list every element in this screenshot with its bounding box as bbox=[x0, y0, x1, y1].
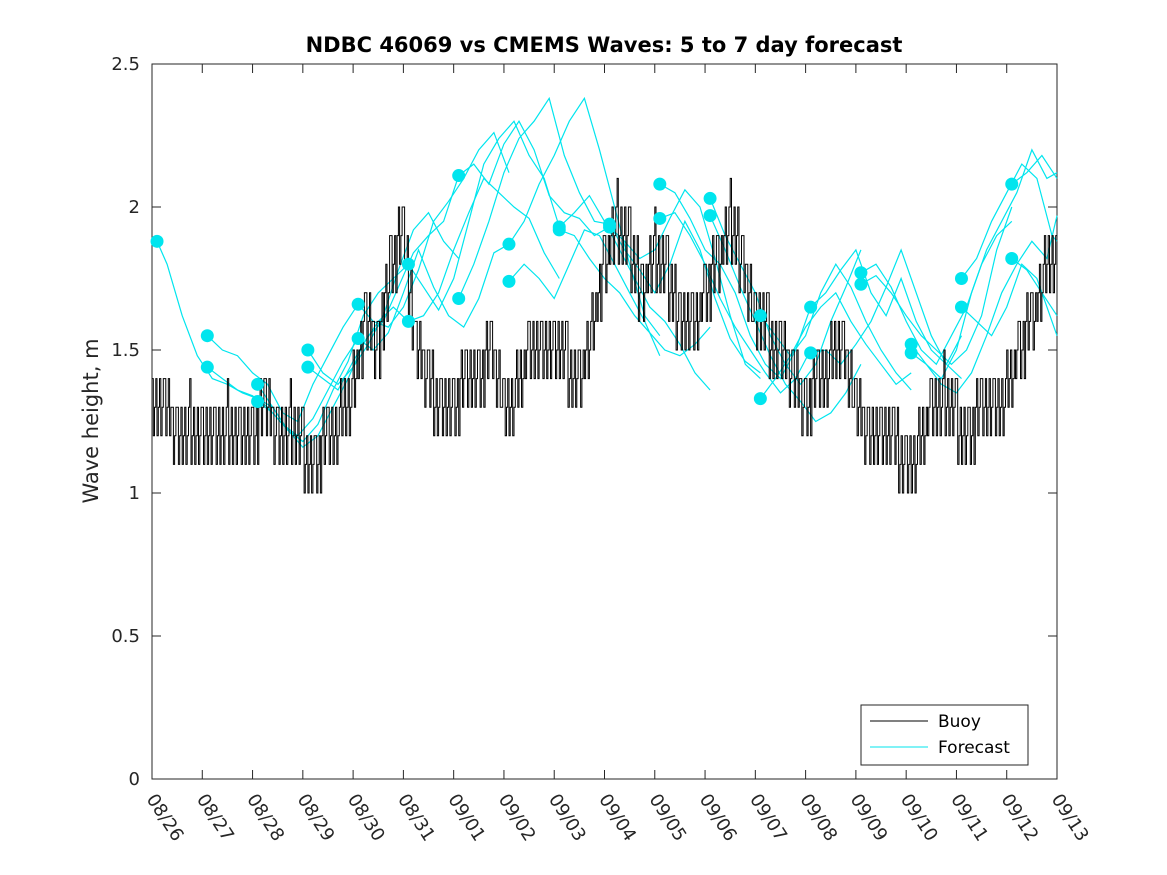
forecast-start-marker bbox=[603, 220, 617, 234]
forecast-start-marker bbox=[804, 300, 818, 314]
forecast-line bbox=[910, 148, 1058, 380]
forecast-start-marker bbox=[452, 169, 466, 183]
forecast-line bbox=[458, 120, 610, 237]
y-tick-label: 2 bbox=[129, 197, 140, 218]
buoy-line-group bbox=[152, 177, 1057, 494]
forecast-line bbox=[1011, 154, 1058, 185]
forecast-start-marker bbox=[854, 266, 868, 280]
forecast-start-marker bbox=[251, 377, 265, 391]
forecast-line bbox=[408, 177, 560, 322]
forecast-start-markers bbox=[150, 169, 1019, 408]
forecast-start-marker bbox=[753, 392, 767, 406]
forecast-line bbox=[659, 211, 812, 394]
forecast-start-marker bbox=[653, 211, 667, 225]
forecast-line bbox=[508, 229, 661, 356]
forecast-start-marker bbox=[301, 360, 315, 374]
forecast-start-marker bbox=[251, 394, 265, 408]
forecast-line bbox=[407, 120, 560, 312]
forecast-start-marker bbox=[401, 257, 415, 271]
forecast-line bbox=[1011, 258, 1058, 317]
forecast-start-marker bbox=[904, 346, 918, 360]
forecast-start-marker bbox=[502, 237, 516, 251]
forecast-start-marker bbox=[804, 346, 818, 360]
forecast-line bbox=[860, 220, 1013, 366]
forecast-start-marker bbox=[954, 272, 968, 285]
forecast-line bbox=[709, 215, 862, 423]
y-tick-label: 0 bbox=[129, 769, 140, 790]
forecast-line bbox=[961, 263, 1058, 337]
forecast-line bbox=[910, 215, 1058, 394]
forecast-line bbox=[559, 229, 711, 357]
plot-area bbox=[151, 63, 1058, 780]
forecast-start-marker bbox=[502, 274, 516, 288]
y-tick-label: 1.5 bbox=[111, 340, 140, 361]
forecast-start-marker bbox=[150, 234, 164, 248]
forecast-start-marker bbox=[351, 297, 365, 311]
forecast-start-marker bbox=[653, 177, 667, 191]
legend: Buoy Forecast bbox=[860, 704, 1029, 766]
forecast-start-marker bbox=[1005, 177, 1019, 191]
y-tick-label: 0.5 bbox=[111, 626, 140, 647]
legend-box bbox=[860, 704, 1029, 766]
forecast-start-marker bbox=[703, 209, 717, 223]
forecast-start-marker bbox=[401, 314, 415, 328]
forecast-start-marker bbox=[301, 343, 315, 357]
legend-forecast-label: Forecast bbox=[938, 738, 1010, 758]
y-axis-label: Wave height, m bbox=[79, 338, 103, 503]
forecast-line bbox=[860, 206, 1013, 366]
forecast-start-marker bbox=[753, 309, 767, 323]
forecast-start-marker bbox=[200, 329, 214, 343]
forecast-line bbox=[458, 96, 610, 299]
buoy-line bbox=[152, 177, 1057, 494]
forecast-line bbox=[810, 248, 963, 366]
forecast-start-marker bbox=[854, 277, 868, 291]
forecast-start-marker bbox=[351, 332, 365, 346]
forecast-start-marker bbox=[703, 191, 717, 205]
forecast-start-marker bbox=[200, 360, 214, 374]
forecast-start-marker bbox=[954, 300, 968, 314]
y-tick-label: 2.5 bbox=[111, 54, 140, 75]
forecast-start-marker bbox=[1005, 251, 1019, 265]
y-tick-label: 1 bbox=[129, 483, 140, 504]
forecast-start-marker bbox=[552, 223, 566, 237]
legend-buoy-label: Buoy bbox=[938, 712, 981, 732]
chart-title: NDBC 46069 vs CMEMS Waves: 5 to 7 day fo… bbox=[306, 33, 903, 57]
forecast-start-marker bbox=[452, 292, 466, 306]
y-axis: 0 0.5 1 1.5 2 2.5 bbox=[111, 54, 1057, 790]
